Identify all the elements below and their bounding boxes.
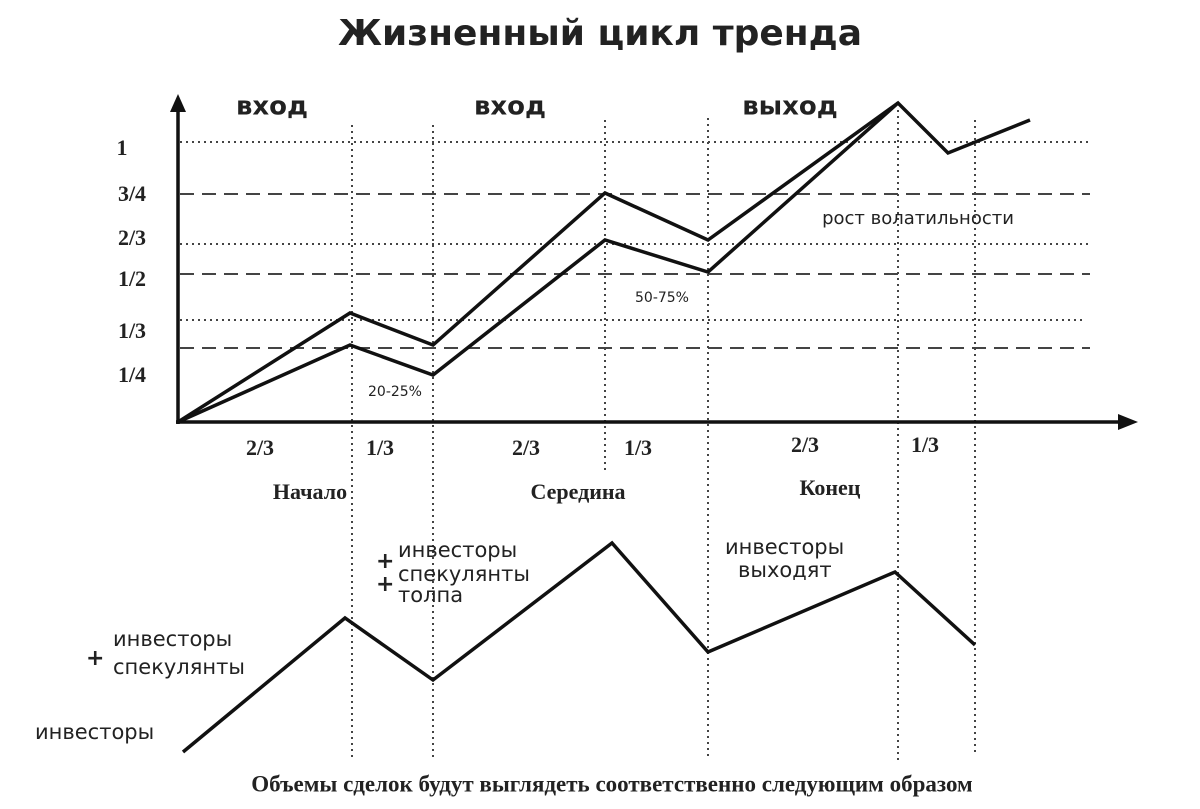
volume-line bbox=[181, 540, 977, 754]
annotation: рост волатильности bbox=[822, 208, 1014, 229]
y-label: 1/2 bbox=[118, 266, 146, 291]
y-label: 1/3 bbox=[118, 318, 146, 343]
volume-label: инвесторы bbox=[398, 538, 517, 562]
stage-label: Середина bbox=[530, 479, 625, 504]
x-arrow bbox=[1118, 414, 1138, 430]
y-arrow bbox=[170, 94, 186, 112]
upper-trend bbox=[177, 100, 1031, 424]
y-label: 2/3 bbox=[118, 225, 146, 250]
annotation: 20-25% bbox=[368, 384, 422, 400]
volume-label: инвесторы bbox=[725, 535, 844, 559]
phase: выход bbox=[742, 92, 838, 122]
stage-label: Конец bbox=[800, 475, 861, 500]
volume-label: спекулянты bbox=[113, 655, 245, 679]
split-label: 2/3 bbox=[512, 435, 540, 460]
volume-label: выходят bbox=[738, 558, 832, 582]
volume-label: инвесторы bbox=[35, 720, 154, 744]
caption: Объемы сделок будут выглядеть соответств… bbox=[251, 771, 972, 796]
plus: + bbox=[376, 549, 394, 574]
volume-label: инвесторы bbox=[113, 627, 232, 651]
title: Жизненный цикл тренда bbox=[338, 13, 862, 54]
plus: + bbox=[86, 646, 104, 671]
split-label: 2/3 bbox=[246, 435, 274, 460]
volume-label: спекулянты bbox=[398, 562, 530, 586]
axes bbox=[176, 108, 1122, 424]
y-label: 3/4 bbox=[118, 181, 146, 206]
split-label: 2/3 bbox=[791, 432, 819, 457]
volume-label: толпа bbox=[398, 583, 463, 607]
split-label: 1/3 bbox=[624, 435, 652, 460]
y-label: 1/4 bbox=[118, 362, 146, 387]
plus: + bbox=[376, 572, 394, 597]
stage-label: Начало bbox=[273, 479, 347, 504]
split-label: 1/3 bbox=[911, 432, 939, 457]
phase: вход bbox=[236, 92, 308, 122]
split-label: 1/3 bbox=[366, 435, 394, 460]
annotation: 50-75% bbox=[635, 290, 689, 306]
phase: вход bbox=[474, 92, 546, 122]
y-label: 1 bbox=[117, 135, 128, 160]
lower-trend bbox=[177, 101, 900, 424]
